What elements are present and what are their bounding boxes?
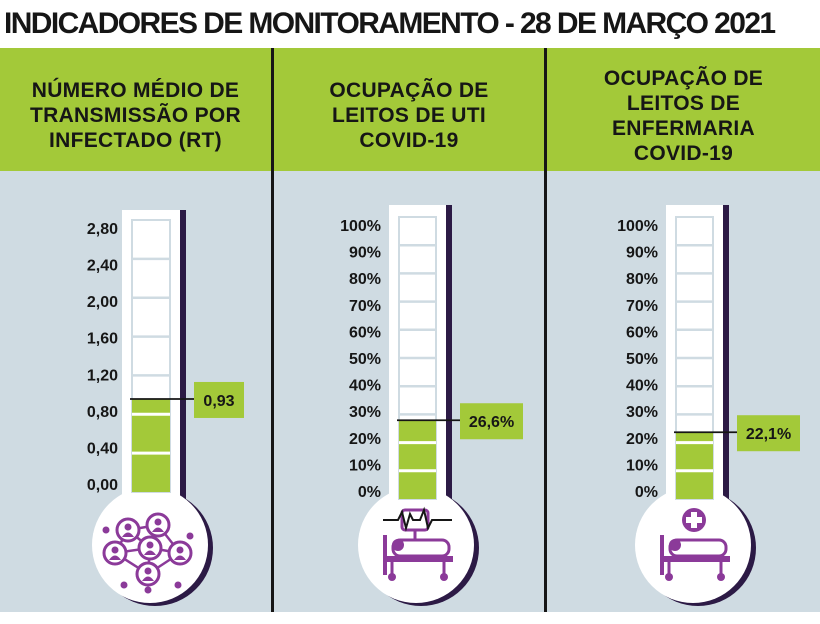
person-head	[111, 546, 119, 554]
tick-label: 70%	[626, 298, 658, 315]
bed-frame	[662, 556, 730, 562]
person-head	[144, 567, 152, 575]
tick-label: 90%	[626, 245, 658, 262]
tick-label: 10%	[349, 457, 381, 474]
patient-head	[669, 539, 681, 551]
tick-label: 0,00	[87, 477, 118, 494]
page-title: INDICADORES DE MONITORAMENTO - 28 DE MAR…	[4, 7, 776, 40]
tick-label: 2,40	[87, 258, 118, 275]
header-rt: NÚMERO MÉDIO DE TRANSMISSÃO POR INFECTAD…	[0, 48, 271, 171]
value-box	[460, 403, 523, 440]
tick-label: 0,40	[87, 440, 118, 457]
value-label: 22,1%	[746, 426, 791, 443]
person-body	[122, 532, 134, 537]
tick-label: 100%	[340, 218, 381, 235]
column-divider	[544, 48, 547, 612]
tick-label: 2,00	[87, 294, 118, 311]
network-dot	[144, 586, 152, 594]
tick-label: 40%	[349, 378, 381, 395]
thermometer-fill	[399, 420, 436, 499]
tick-label: 80%	[349, 271, 381, 288]
person-body	[144, 550, 156, 555]
column-divider	[271, 48, 274, 612]
header-enfermaria: OCUPAÇÃO DE LEITOS DE ENFERMARIA COVID-1…	[547, 48, 820, 171]
tick-label: 100%	[617, 218, 658, 235]
value-label: 0,93	[203, 393, 234, 410]
tick-label: 0,80	[87, 404, 118, 421]
tick-label: 90%	[349, 245, 381, 262]
icu-bed-monitor-icon	[383, 506, 453, 581]
person-body	[142, 576, 154, 581]
tick-label: 30%	[626, 404, 658, 421]
tick-label: 0%	[635, 484, 658, 501]
network-dot	[102, 526, 110, 534]
person-head	[124, 523, 132, 531]
person-body	[109, 555, 121, 560]
ward-bed-cross-icon	[660, 508, 730, 581]
header-uti: OCUPAÇÃO DE LEITOS DE UTI COVID-19	[274, 48, 544, 171]
tick-label: 1,60	[87, 331, 118, 348]
thermometer-1: 100% 90% 80% 70% 60% 50% 40% 30% 20% 10% 0% 26,6%	[340, 205, 523, 606]
network-dot	[174, 581, 182, 589]
people-network-icon	[102, 512, 194, 594]
person-head	[176, 546, 184, 554]
tick-label: 60%	[349, 324, 381, 341]
person-body	[174, 555, 186, 560]
tick-label: 70%	[349, 298, 381, 315]
tick-label: 80%	[626, 271, 658, 288]
tick-label: 10%	[626, 457, 658, 474]
tick-label: 30%	[349, 404, 381, 421]
tick-label: 50%	[349, 351, 381, 368]
thermometer-0: 2,80 2,40 2,00 1,60 1,20 0,80 0,40 0,00 0,93	[87, 210, 244, 606]
bed-wheel	[665, 573, 673, 581]
person-body	[152, 527, 164, 532]
heartbeat-line	[383, 506, 452, 532]
value-box	[194, 381, 244, 418]
tick-label: 0%	[358, 484, 381, 501]
patient-head	[392, 539, 404, 551]
tick-label: 40%	[626, 378, 658, 395]
bed-wheel	[440, 573, 448, 581]
person-head	[146, 541, 154, 549]
network-dot	[120, 581, 128, 589]
header-rt-label: NÚMERO MÉDIO DE TRANSMISSÃO POR INFECTAD…	[29, 79, 241, 152]
bed-wheel	[388, 573, 396, 581]
tick-label: 1,20	[87, 367, 118, 384]
value-box	[737, 415, 800, 452]
header-uti-label: OCUPAÇÃO DE LEITOS DE UTI COVID-19	[329, 79, 489, 152]
person-head	[154, 518, 162, 526]
header-enfermaria-label: OCUPAÇÃO DE LEITOS DE ENFERMARIA COVID-1…	[603, 66, 764, 165]
value-label: 26,6%	[469, 414, 514, 431]
network-dot	[186, 532, 194, 540]
bed-frame	[385, 556, 453, 562]
tick-label: 50%	[626, 351, 658, 368]
cross-horizontal	[686, 517, 702, 523]
tick-label: 2,80	[87, 221, 118, 238]
bed-wheel	[717, 573, 725, 581]
tick-label: 20%	[626, 431, 658, 448]
tick-label: 20%	[349, 431, 381, 448]
tick-label: 60%	[626, 324, 658, 341]
